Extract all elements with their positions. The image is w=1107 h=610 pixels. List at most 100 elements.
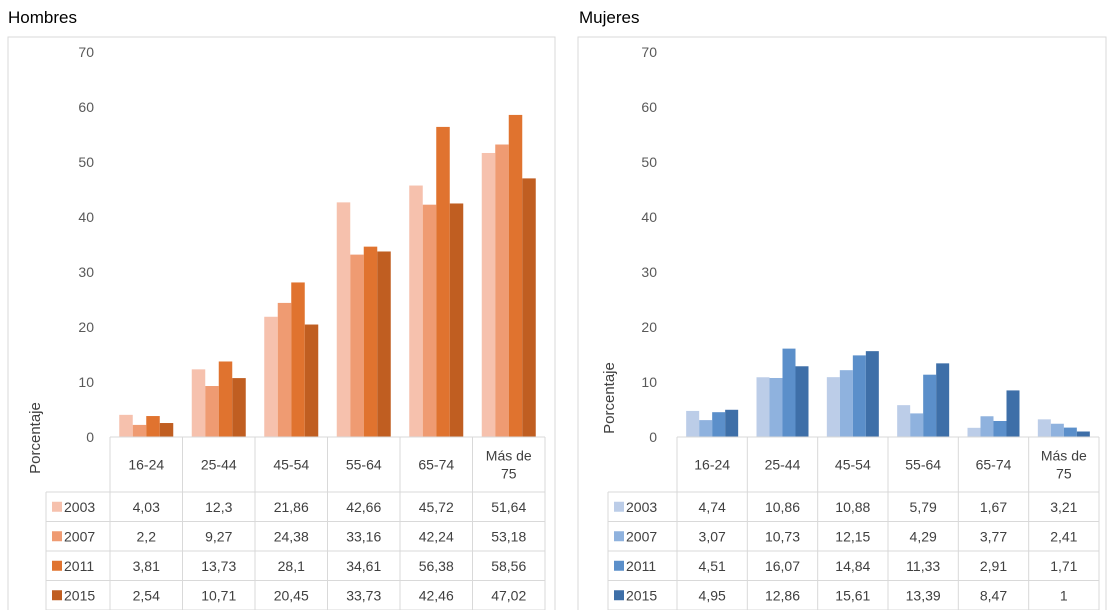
y-tick-label: 60 <box>78 99 94 115</box>
table-cell-2003-4: 1,67 <box>980 499 1007 515</box>
legend-swatch-2015 <box>52 590 62 601</box>
table-cell-2007-3: 4,29 <box>910 528 937 544</box>
y-tick-label: 40 <box>641 209 657 225</box>
bar-2015-1 <box>232 378 246 437</box>
legend-label-2003: 2003 <box>64 499 95 515</box>
legend-label-2011: 2011 <box>64 558 94 574</box>
table-cell-2007-5: 53,18 <box>491 528 526 544</box>
data-table: 16-24 25-44 45-54 55-64 65-74 Más de 75 2003 4,0… <box>45 436 546 610</box>
legend-swatch-2015 <box>614 590 624 601</box>
bar-2015-2 <box>865 351 879 437</box>
table-cell-2003-4: 45,72 <box>419 499 454 515</box>
bar-2003-2 <box>264 316 278 437</box>
bar-2003-5 <box>1037 419 1051 437</box>
table-cell-2007-3: 33,16 <box>346 528 381 544</box>
bar-2003-2 <box>826 377 840 437</box>
table-cell-2003-1: 12,3 <box>205 499 232 515</box>
y-axis-label: Porcentaje <box>27 402 44 474</box>
bar-2011-5 <box>508 114 523 438</box>
bar-2011-5 <box>1063 427 1077 437</box>
bar-2003-4 <box>967 427 981 437</box>
y-tick-label: 30 <box>78 264 94 280</box>
table-cell-2015-3: 13,39 <box>906 587 941 603</box>
table-cell-2011-4: 2,91 <box>980 558 1007 574</box>
table-cell-2015-1: 10,71 <box>201 587 236 603</box>
y-tick-label: 30 <box>641 264 657 280</box>
y-tick-label: 20 <box>78 319 94 335</box>
bar-2007-5 <box>1050 423 1064 437</box>
table-cell-2007-0: 3,07 <box>699 528 726 544</box>
bar-2011-4 <box>993 420 1007 437</box>
table-cell-2011-2: 14,84 <box>835 558 870 574</box>
bar-2003-0 <box>119 414 133 437</box>
x-tick-label: 25-44 <box>765 457 801 473</box>
chart-border <box>7 36 556 610</box>
table-cell-2015-2: 20,45 <box>274 587 309 603</box>
x-tick-label: Más de 75 <box>1041 448 1087 482</box>
bar-2003-1 <box>191 369 206 437</box>
bar-2003-1 <box>756 377 770 437</box>
x-tick-label: Más de 75 <box>486 448 532 482</box>
y-tick-label: 20 <box>641 319 657 335</box>
legend-swatch-2011 <box>52 560 62 571</box>
table-cell-2011-5: 1,71 <box>1050 558 1077 574</box>
bar-2015-2 <box>304 324 319 437</box>
legend-label-2011: 2011 <box>626 558 656 574</box>
table-cell-2011-2: 28,1 <box>278 558 305 574</box>
bar-2015-5 <box>1076 431 1090 437</box>
x-tick-label: 65-74 <box>418 457 454 473</box>
y-tick-label: 70 <box>78 44 94 60</box>
bar-2015-3 <box>377 251 391 437</box>
bar-2003-5 <box>481 152 496 438</box>
legend-label-2007: 2007 <box>64 528 95 544</box>
bar-2007-4 <box>980 416 994 437</box>
table-cell-2015-4: 8,47 <box>980 587 1007 603</box>
bar-2003-0 <box>686 410 700 437</box>
table-cell-2007-1: 9,27 <box>205 528 232 544</box>
table-cell-2011-1: 16,07 <box>765 558 800 574</box>
table-cell-2015-5: 1 <box>1060 587 1068 603</box>
bar-2011-3 <box>363 246 378 437</box>
y-tick-label: 10 <box>78 374 94 390</box>
y-tick-label: 50 <box>78 154 94 170</box>
legend-label-2007: 2007 <box>626 528 657 544</box>
table-cell-2011-0: 3,81 <box>133 558 160 574</box>
table-cell-2003-2: 10,88 <box>835 499 870 515</box>
table-cell-2003-5: 51,64 <box>491 499 526 515</box>
x-tick-label: 65-74 <box>976 457 1012 473</box>
bar-2015-0 <box>725 409 739 437</box>
bar-2015-4 <box>1006 390 1020 437</box>
table-cell-2011-5: 58,56 <box>491 558 526 574</box>
bar-2003-3 <box>897 405 911 437</box>
table-cell-2003-3: 42,66 <box>346 499 381 515</box>
chart-mujeres: Mujeres 0 10 20 30 40 50 60 70 Porcentaje 16-24 25… <box>572 0 1107 610</box>
table-cell-2011-1: 13,73 <box>201 558 236 574</box>
bar-2015-4 <box>449 203 464 437</box>
table-cell-2007-4: 42,24 <box>419 528 454 544</box>
table-cell-2003-5: 3,21 <box>1050 499 1077 515</box>
bar-2003-3 <box>336 202 351 437</box>
legend-swatch-2003 <box>52 501 62 512</box>
bar-2011-0 <box>146 416 160 437</box>
bar-2015-3 <box>936 363 950 437</box>
table-cell-2015-1: 12,86 <box>765 587 800 603</box>
bar-2007-2 <box>277 302 292 437</box>
chart-hombres-svg: 0 10 20 30 40 50 60 70 Porcentaje 16-24 25-44 45-54… <box>7 36 556 610</box>
data-table: 16-24 25-44 45-54 55-64 65-74 Más de 75 2003 4,7… <box>607 436 1100 610</box>
table-cell-2015-2: 15,61 <box>835 587 870 603</box>
x-tick-label: 16-24 <box>694 457 730 473</box>
y-tick-label: 50 <box>641 154 657 170</box>
bar-2007-3 <box>910 413 924 437</box>
bar-2007-4 <box>422 204 437 437</box>
bar-2007-0 <box>132 424 147 437</box>
x-tick-label: 45-54 <box>835 457 871 473</box>
bar-2011-3 <box>923 374 937 437</box>
chart-hombres: Hombres 0 10 20 30 40 50 60 70 Porcentaje 16-24 25… <box>7 8 556 610</box>
bar-2007-5 <box>495 144 509 437</box>
table-cell-2007-4: 3,77 <box>980 528 1007 544</box>
bar-2007-0 <box>699 420 713 437</box>
bar-2015-1 <box>795 366 809 437</box>
y-tick-label: 0 <box>86 429 94 445</box>
x-tick-label: 55-64 <box>905 457 941 473</box>
legend-swatch-2003 <box>614 501 624 512</box>
